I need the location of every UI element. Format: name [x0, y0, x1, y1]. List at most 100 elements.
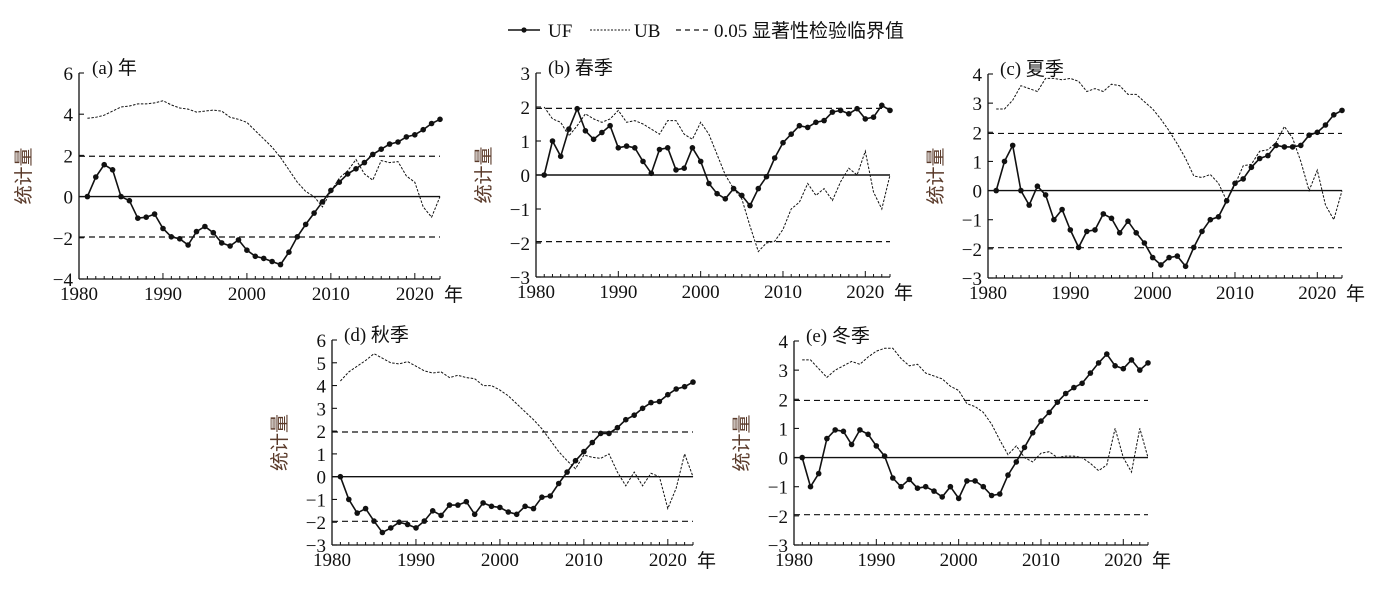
- uf-point: [632, 145, 638, 151]
- uf-point: [906, 476, 913, 483]
- uf-point: [1092, 227, 1098, 233]
- y-tick-label: 1: [521, 132, 531, 153]
- x-tick-label: 1990: [599, 282, 637, 303]
- uf-point: [623, 416, 629, 423]
- uf-point: [597, 430, 604, 437]
- uf-point: [706, 180, 712, 187]
- uf-point: [302, 221, 309, 228]
- y-tick-label: 0: [779, 449, 789, 470]
- y-tick-label: 2: [779, 390, 789, 411]
- x-tick-label: 2000: [228, 284, 266, 305]
- x-tick-label: 1980: [517, 282, 555, 303]
- y-tick-label: 3: [521, 64, 531, 85]
- uf-point: [1314, 129, 1321, 136]
- uf-point: [1289, 144, 1296, 150]
- uf-point: [804, 124, 811, 131]
- legend: UF UB 0.05 显著性检验临界值: [508, 20, 904, 42]
- x-axis-unit-label: 年: [697, 550, 716, 572]
- y-axis-label: 统计量: [269, 414, 291, 471]
- uf-point: [1054, 399, 1061, 406]
- legend-uf-marker: [521, 27, 527, 33]
- y-tick-label: 4: [64, 105, 74, 126]
- y-tick-label: −2: [53, 229, 73, 250]
- ub-line: [340, 353, 694, 511]
- uf-point: [547, 493, 554, 499]
- uf-point: [437, 116, 443, 123]
- uf-point: [361, 159, 368, 166]
- uf-point: [922, 483, 929, 490]
- uf-point: [639, 405, 646, 412]
- y-tick-label: 1: [317, 445, 327, 466]
- y-tick-label: 6: [64, 64, 74, 85]
- uf-point: [829, 109, 836, 115]
- y-tick-label: 2: [317, 422, 327, 443]
- legend-ub-label: UB: [634, 21, 660, 42]
- x-tick-label: 2000: [1134, 283, 1172, 304]
- uf-point: [980, 483, 987, 490]
- uf-point: [260, 255, 267, 262]
- uf-point: [1207, 216, 1214, 223]
- uf-point: [319, 199, 326, 205]
- uf-point: [739, 192, 745, 199]
- legend-uf-label: UF: [548, 21, 572, 42]
- x-tick-label: 1980: [775, 550, 813, 571]
- uf-point: [614, 424, 621, 431]
- uf-point: [354, 510, 361, 516]
- uf-point: [1339, 107, 1345, 114]
- uf-point: [755, 185, 762, 192]
- uf-point: [463, 498, 470, 505]
- uf-point: [689, 145, 696, 151]
- x-axis-unit-label: 年: [1346, 283, 1365, 305]
- uf-point: [648, 170, 655, 177]
- uf-point: [1174, 253, 1181, 259]
- uf-point: [505, 509, 512, 515]
- uf-point: [429, 508, 436, 514]
- y-tick-label: 1: [779, 419, 789, 440]
- uf-point: [109, 167, 116, 173]
- uf-point: [1095, 360, 1102, 366]
- uf-point: [336, 179, 343, 185]
- uf-point: [879, 102, 885, 109]
- uf-point: [412, 132, 418, 138]
- y-tick-label: 0: [521, 166, 531, 187]
- uf-point: [252, 253, 259, 260]
- uf-point: [664, 145, 671, 151]
- uf-point: [722, 196, 729, 202]
- uf-point: [370, 151, 376, 158]
- uf-point: [690, 379, 696, 385]
- uf-point: [840, 428, 847, 435]
- uf-point: [799, 454, 805, 461]
- uf-point: [202, 223, 208, 230]
- panel-summer: −3 −2 −1 0 1 2 3 4 1980 1990 2000 2010 2020 年 (c) 夏季统计…: [925, 58, 1365, 305]
- uf-point: [353, 166, 359, 172]
- y-tick-label: 3: [973, 94, 983, 115]
- x-tick-label: 1990: [397, 550, 435, 571]
- uf-point: [1104, 351, 1110, 357]
- uf-point: [403, 134, 410, 140]
- uf-point: [1079, 380, 1085, 387]
- uf-point: [1322, 122, 1329, 128]
- uf-point: [1042, 192, 1049, 198]
- y-tick-label: 1: [973, 152, 983, 173]
- uf-point: [1112, 363, 1118, 369]
- uf-point: [1199, 228, 1205, 235]
- uf-point: [218, 240, 225, 246]
- y-axis-label: 统计量: [13, 147, 35, 204]
- y-tick-label: −3: [768, 536, 788, 557]
- x-tick-label: 1980: [60, 284, 98, 305]
- uf-point: [344, 171, 351, 177]
- uf-point: [286, 249, 292, 255]
- uf-point: [396, 519, 403, 525]
- uf-point: [1306, 132, 1312, 138]
- y-axis-label: 统计量: [731, 414, 753, 471]
- y-tick-label: −2: [510, 234, 530, 255]
- uf-point: [404, 521, 411, 528]
- uf-point: [566, 126, 572, 132]
- uf-point: [848, 441, 855, 448]
- y-tick-label: −1: [306, 490, 326, 511]
- uf-point: [455, 502, 461, 508]
- uf-point: [1018, 187, 1024, 194]
- uf-point: [955, 495, 962, 502]
- x-tick-label: 1990: [144, 284, 182, 305]
